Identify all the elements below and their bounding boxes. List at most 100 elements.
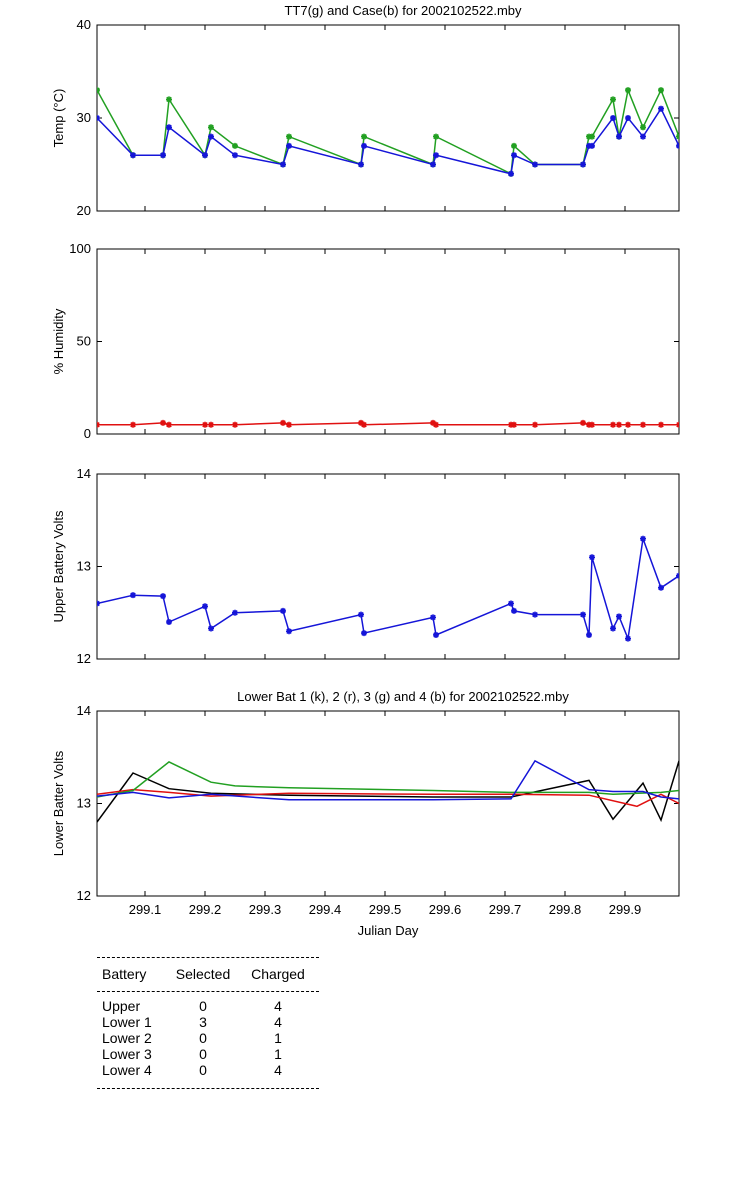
chart-2-series-humidity: [97, 419, 679, 428]
chart-3-data-point: [202, 603, 208, 610]
chart-3-data-point: [511, 607, 517, 614]
chart-1-data-point: [640, 124, 646, 131]
chart-3-data-point: [166, 619, 172, 625]
chart-2-data-point: [511, 421, 517, 428]
row-battery: Lower 4: [102, 1062, 152, 1078]
charts-canvas: 20 30 40 TT7(g) and Case(b) for 2002102522.…: [51, 3, 680, 938]
header-selected: Selected: [175, 966, 231, 982]
row-selected: 0: [199, 998, 207, 1014]
row-battery: Lower 3: [102, 1046, 152, 1062]
chart-3-data-point: [208, 625, 214, 632]
chart-3-data-point: [610, 625, 616, 632]
row-selected: 3: [199, 1014, 207, 1030]
chart-3-data-point: [97, 600, 100, 607]
chart-2-data-point: [610, 421, 616, 428]
chart-2-data-point: [202, 421, 208, 428]
chart-1-data-point: [361, 133, 367, 140]
chart-4-x-tick-label: 299.2: [189, 902, 222, 917]
row-selected: 0: [199, 1062, 207, 1078]
chart-1-data-point: [616, 133, 622, 140]
chart-1-y-tick-label: 20: [77, 203, 91, 218]
chart-2-frame: [96, 248, 680, 435]
chart-2-data-point: [676, 421, 679, 428]
row-charged: 1: [274, 1046, 282, 1062]
chart-1-y-axis-label: Temp (°C): [51, 89, 66, 148]
chart-1-data-point: [358, 161, 364, 168]
chart-4-title: Lower Bat 1 (k), 2 (r), 3 (g) and 4 (b) …: [237, 689, 569, 704]
chart-4-y-tick-label: 12: [77, 888, 91, 903]
chart-2-data-point: [430, 419, 436, 426]
chart-1-data-point: [280, 161, 286, 168]
chart-3-data-point: [130, 592, 136, 599]
chart-4-y-tick-label: 14: [77, 703, 91, 718]
chart-1-data-point: [625, 115, 631, 121]
chart-2-y-tick-label: 50: [77, 334, 91, 349]
chart-2-data-point: [616, 421, 622, 428]
chart-1-data-point: [532, 161, 538, 168]
chart-2-y-tick-label: 100: [69, 241, 91, 256]
header-charged: Charged: [251, 966, 305, 982]
chart-2-data-point: [532, 421, 538, 428]
chart-4-y-axis-label: Lower Batter Volts: [51, 750, 66, 856]
chart-3-data-point: [358, 611, 364, 618]
chart-1-series-line: [97, 107, 679, 175]
chart-2-data-point: [286, 421, 292, 428]
chart-3-data-point: [580, 611, 586, 618]
chart-1-data-point: [208, 124, 214, 131]
chart-1-data-point: [130, 152, 136, 159]
chart-1-data-point: [232, 142, 238, 149]
chart-3-data-point: [640, 535, 646, 542]
row-charged: 4: [274, 1062, 282, 1078]
chart-1-data-point: [580, 161, 586, 168]
chart-4-x-axis-label: Julian Day: [358, 923, 419, 938]
chart-3-y-axis-label: Upper Battery Volts: [51, 510, 66, 622]
chart-2-y-axis-label: % Humidity: [51, 308, 66, 374]
row-charged: 4: [274, 998, 282, 1014]
chart-1-data-point: [232, 152, 238, 159]
row-battery: Lower 2: [102, 1030, 152, 1046]
chart-1-series-line: [97, 87, 679, 175]
table-top-rule: [97, 957, 319, 958]
chart-1-data-point: [208, 133, 214, 140]
chart-1-data-point: [361, 142, 367, 149]
chart-3-data-point: [433, 631, 439, 638]
chart-1-data-point: [511, 152, 517, 159]
chart-3-data-point: [589, 554, 595, 561]
chart-3-data-point: [280, 607, 286, 614]
chart-2-data-point: [166, 421, 172, 428]
chart-2-data-point: [361, 421, 367, 428]
chart-1-data-point: [511, 142, 517, 149]
chart-3-data-point: [430, 614, 436, 621]
chart-4-x-tick-label: 299.6: [429, 902, 462, 917]
chart-1-data-point: [433, 152, 439, 159]
table-bottom-rule: [97, 1088, 319, 1089]
chart-2-data-point: [589, 421, 595, 428]
chart-3-data-point: [160, 593, 166, 600]
battery-table: Battery Selected Charged Upper 0 4 Lower…: [97, 957, 319, 1089]
chart-2-data-point: [433, 421, 439, 428]
chart-4-x-tick-label: 299.4: [309, 902, 342, 917]
chart-2-data-point: [358, 419, 364, 426]
chart-2-data-point: [658, 421, 664, 428]
chart-3-data-point: [286, 628, 292, 635]
chart-1-y-tick-label: 30: [77, 110, 91, 125]
chart-2-y-tick-label: 0: [84, 426, 91, 441]
chart-3-data-point: [532, 611, 538, 618]
chart-1-data-point: [625, 87, 631, 94]
header-battery: Battery: [102, 966, 147, 982]
chart-2-data-point: [580, 419, 586, 426]
row-charged: 1: [274, 1030, 282, 1046]
table-header-row: Battery Selected Charged: [97, 958, 319, 991]
chart-4-series-lower-3: [97, 761, 679, 798]
table-row: Lower 4 0 4: [97, 1062, 319, 1078]
chart-1-y-tick-label: 40: [77, 17, 91, 32]
chart-4-y-tick-label: 13: [77, 796, 91, 811]
chart-2-data-point: [97, 421, 100, 428]
chart-3-data-point: [508, 600, 514, 607]
chart-1-data-point: [676, 142, 679, 149]
chart-4-x-tick-label: 299.3: [249, 902, 282, 917]
chart-4-x-tick-label: 299.8: [549, 902, 582, 917]
chart-3-data-point: [625, 635, 631, 642]
chart-1-data-point: [610, 96, 616, 103]
chart-4-series-line: [97, 760, 679, 823]
